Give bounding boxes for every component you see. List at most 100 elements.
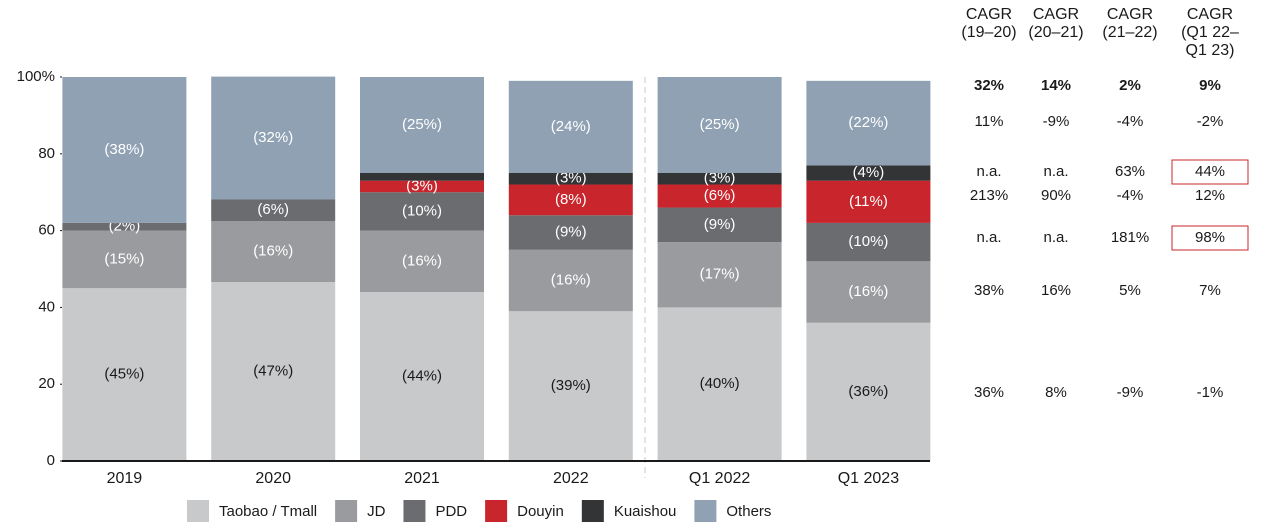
bar-segment [806,80,931,166]
data-label: (10%) [848,233,888,250]
legend-label: Douyin [517,503,564,520]
data-label: (9%) [704,216,736,233]
bar-segment [360,180,484,193]
data-label: (17%) [700,266,740,283]
table-header: CAGR [966,6,1012,23]
bar-segment [62,77,187,223]
data-label: (15%) [104,250,144,267]
table-cell: 12% [1195,187,1225,204]
legend-swatch [485,500,508,522]
data-label: (6%) [704,187,736,204]
cell-highlight [1171,225,1249,251]
table-cell: n.a. [1043,163,1068,180]
table-header: (21–22) [1102,24,1157,41]
data-label: (24%) [551,118,591,135]
cell-highlight [1171,159,1249,185]
table-cell: -4% [1117,187,1144,204]
bar-segment [508,184,633,216]
y-tick-label: 0 [47,452,55,469]
data-label: (16%) [402,252,442,269]
legend-swatch [694,500,717,522]
data-label: (11%) [849,193,888,210]
table-header: CAGR [1187,6,1233,23]
bar-segment [360,230,484,293]
table-cell: 9% [1199,77,1221,94]
table-header: (19–20) [961,24,1016,41]
bar-segment [806,261,931,323]
data-label: (32%) [253,129,293,146]
legend-label: Kuaishou [614,503,677,520]
bar-segment [508,215,633,250]
bar-segment [211,221,336,283]
data-label: (16%) [551,271,591,288]
data-label: (16%) [253,242,293,259]
data-label: (4%) [853,164,885,181]
table-cell: 32% [974,77,1004,94]
bar-segment [360,77,484,173]
table-cell: n.a. [976,229,1001,246]
bar-segment [211,199,336,221]
legend-label: Others [726,503,771,520]
data-label: (45%) [104,366,144,383]
table-cell: n.a. [976,163,1001,180]
data-label: (47%) [253,362,293,379]
data-label: (9%) [555,223,587,240]
x-tick-label: 2021 [404,470,440,487]
bar-segment [508,311,633,461]
legend-label: Taobao / Tmall [219,503,317,520]
table-cell: -2% [1197,113,1224,130]
data-label: (10%) [402,202,442,219]
table-cell: -9% [1043,113,1070,130]
bar-segment [657,173,782,185]
bar-segment [62,230,187,289]
bar-segment [657,184,782,208]
data-label: (25%) [700,116,740,133]
bar-segment [211,282,336,461]
data-label: (6%) [257,201,289,218]
data-label: (40%) [700,375,740,392]
x-tick-label: 2022 [553,470,589,487]
table-cell: 8% [1045,384,1067,401]
table-cell: -9% [1117,384,1144,401]
table-header: CAGR [1107,6,1153,23]
y-tick-label: 60 [38,222,55,239]
bar-segment [508,249,633,312]
table-cell: 38% [974,282,1004,299]
data-label: (8%) [555,191,587,208]
x-tick-label: 2019 [107,470,143,487]
bar-segment [657,307,782,461]
bar-segment [360,292,484,461]
x-tick-label: Q1 2023 [838,470,899,487]
table-cell: -1% [1197,384,1224,401]
data-label: (36%) [848,383,888,400]
bar-segment [657,77,782,173]
legend-swatch [581,500,604,522]
table-cell: 63% [1115,163,1145,180]
table-cell: 5% [1119,282,1141,299]
y-tick-label: 80 [38,145,55,162]
bar-segment [508,80,633,173]
y-tick-label: 100% [17,68,55,85]
table-cell: 7% [1199,282,1221,299]
table-cell: 98% [1195,229,1225,246]
table-cell: 14% [1041,77,1071,94]
bar-segment [62,288,187,461]
bar-segment [360,173,484,181]
legend-swatch [335,500,358,522]
table-cell: n.a. [1043,229,1068,246]
table-cell: 16% [1041,282,1071,299]
table-cell: 181% [1111,229,1149,246]
y-tick-label: 40 [38,298,55,315]
bar-segment [360,192,484,231]
data-label: (16%) [848,283,888,300]
table-cell: 11% [975,113,1004,130]
x-tick-label: Q1 2022 [689,470,750,487]
bar-segment [508,173,633,185]
data-label: (25%) [402,116,442,133]
data-label: (39%) [551,377,591,394]
table-header: (20–21) [1028,24,1083,41]
table-cell: 36% [974,384,1004,401]
data-label: (3%) [555,170,587,187]
bar-segment [657,207,782,243]
